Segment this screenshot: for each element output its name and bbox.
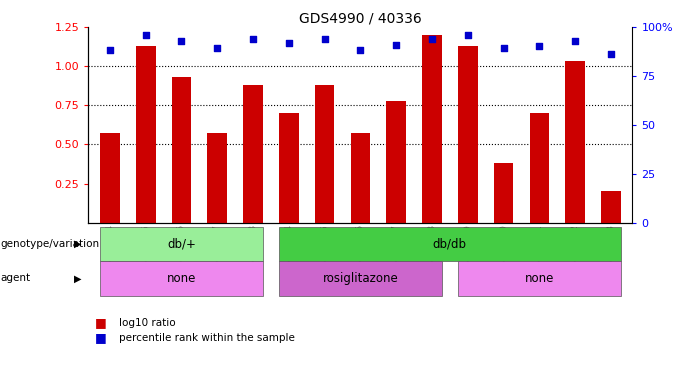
- Point: [105, 47, 116, 53]
- Bar: [243, 85, 263, 223]
- Bar: [171, 77, 191, 223]
- Bar: [386, 101, 406, 223]
- Point: [426, 36, 437, 42]
- Text: none: none: [167, 272, 196, 285]
- Text: db/+: db/+: [167, 237, 196, 250]
- Bar: [458, 46, 477, 223]
- Point: [140, 31, 151, 38]
- Title: GDS4990 / 40336: GDS4990 / 40336: [299, 12, 422, 26]
- Text: ▶: ▶: [74, 273, 82, 283]
- Bar: [494, 163, 513, 223]
- Point: [248, 36, 258, 42]
- Text: rosiglitazone: rosiglitazone: [322, 272, 398, 285]
- Point: [355, 47, 366, 53]
- Text: log10 ratio: log10 ratio: [119, 318, 175, 328]
- Bar: [565, 61, 585, 223]
- Point: [570, 38, 581, 44]
- Bar: [601, 191, 621, 223]
- Text: none: none: [525, 272, 554, 285]
- Text: ■: ■: [95, 331, 107, 344]
- Point: [462, 31, 473, 38]
- Bar: [279, 113, 299, 223]
- Bar: [530, 113, 549, 223]
- Text: genotype/variation: genotype/variation: [1, 239, 100, 249]
- Point: [211, 45, 222, 51]
- Text: db/db: db/db: [433, 237, 467, 250]
- Bar: [100, 133, 120, 223]
- Text: ▶: ▶: [74, 239, 82, 249]
- Bar: [351, 133, 370, 223]
- Point: [319, 36, 330, 42]
- Point: [498, 45, 509, 51]
- Bar: [207, 133, 227, 223]
- Text: percentile rank within the sample: percentile rank within the sample: [119, 333, 295, 343]
- Point: [534, 43, 545, 50]
- Bar: [422, 35, 442, 223]
- Point: [391, 41, 402, 48]
- Text: ■: ■: [95, 316, 107, 329]
- Point: [605, 51, 616, 57]
- Bar: [315, 85, 335, 223]
- Text: agent: agent: [1, 273, 31, 283]
- Point: [176, 38, 187, 44]
- Bar: [136, 46, 156, 223]
- Point: [284, 40, 294, 46]
